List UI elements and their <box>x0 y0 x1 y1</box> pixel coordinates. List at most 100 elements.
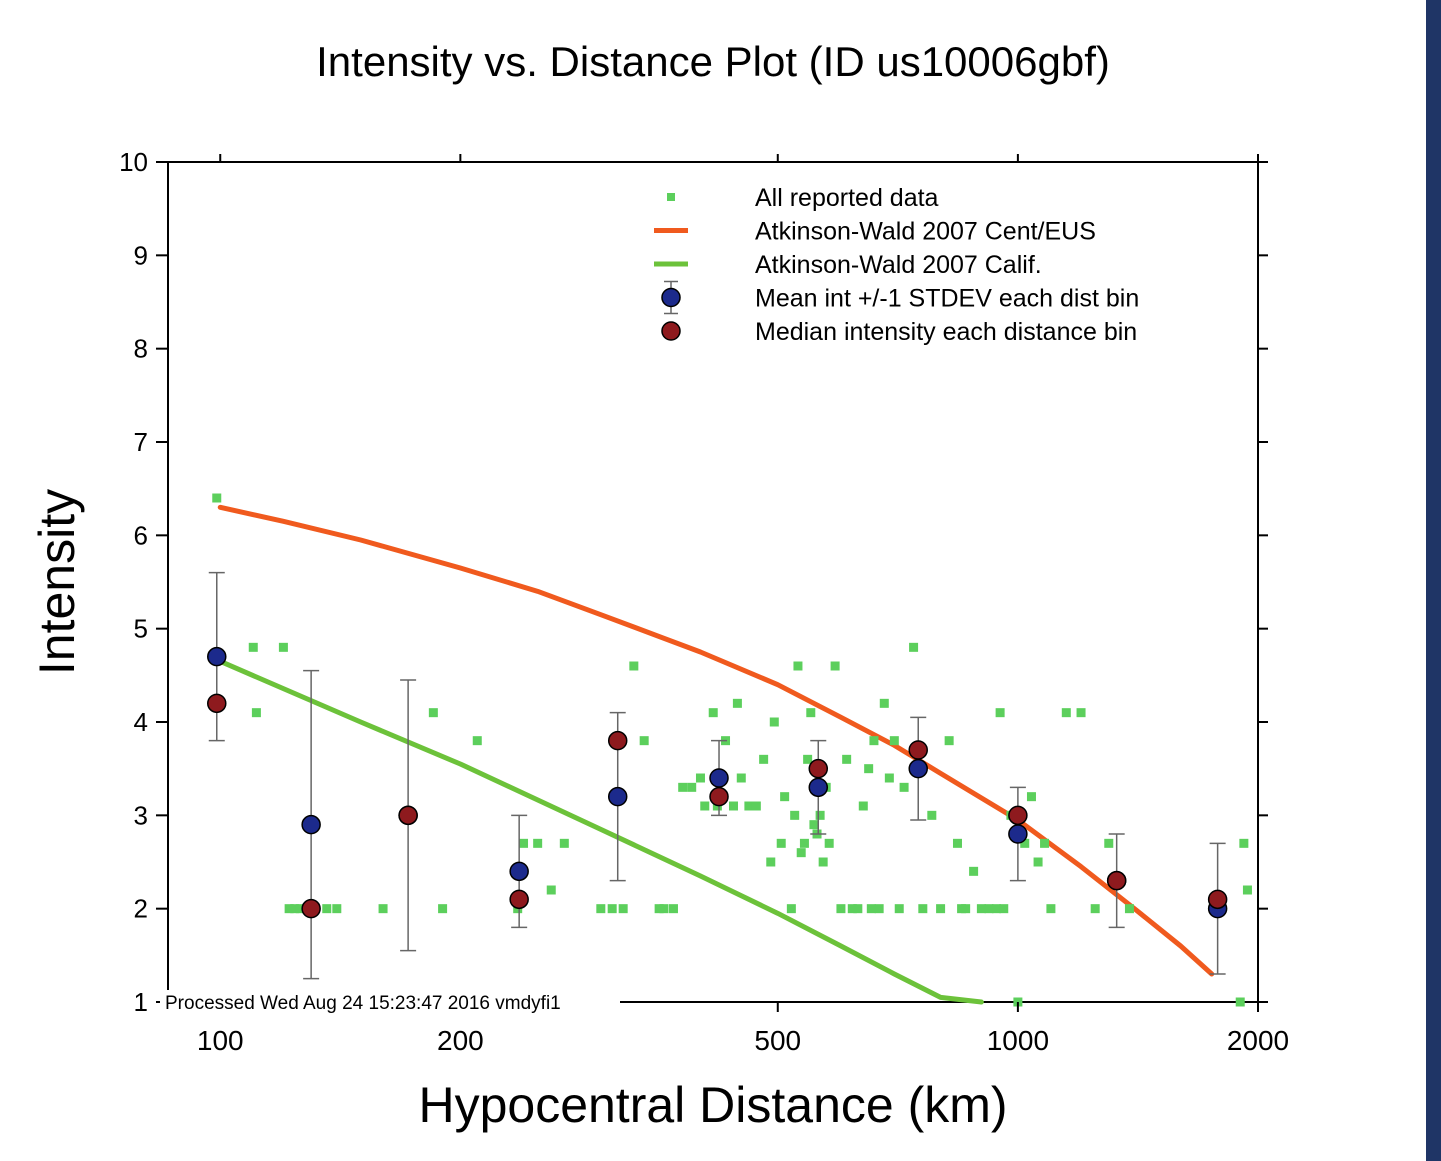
y-tick-label: 1 <box>134 987 148 1017</box>
reported-point <box>295 904 305 914</box>
reported-point <box>799 838 809 848</box>
reported-point <box>1061 708 1071 718</box>
reported-point <box>378 904 388 914</box>
reported-point <box>251 708 261 718</box>
y-tick-label: 5 <box>134 614 148 644</box>
reported-point <box>708 708 718 718</box>
reported-point <box>1239 838 1249 848</box>
reported-point <box>874 904 884 914</box>
reported-point <box>607 904 617 914</box>
reported-point <box>803 754 813 764</box>
reported-point <box>212 493 222 503</box>
x-tick-label: 100 <box>197 1025 244 1056</box>
reported-point <box>1235 997 1245 1007</box>
y-tick-label: 7 <box>134 427 148 457</box>
reported-point <box>744 801 754 811</box>
reported-point <box>546 885 556 895</box>
side-panel-strip <box>1426 0 1441 1161</box>
reported-point <box>864 764 874 774</box>
reported-point <box>952 838 962 848</box>
y-axis-title: Intensity <box>29 489 85 675</box>
mean-point <box>1008 824 1028 844</box>
mean-point <box>509 861 529 882</box>
x-tick-label: 500 <box>754 1025 801 1056</box>
reported-point <box>790 810 800 820</box>
plot-border <box>167 161 1259 1003</box>
reported-point <box>776 838 786 848</box>
reported-point <box>796 848 806 858</box>
reported-point <box>1020 838 1030 848</box>
reported-data-layer <box>212 493 1252 1007</box>
median-point <box>808 758 829 779</box>
reported-point <box>654 904 664 914</box>
median-point <box>398 805 418 826</box>
reported-point <box>596 904 606 914</box>
reported-point <box>836 904 846 914</box>
mean-point <box>709 768 729 788</box>
reported-point <box>815 810 825 820</box>
reported-point <box>759 754 769 764</box>
legend-label: Mean int +/-1 STDEV each dist bin <box>755 285 1139 313</box>
x-tick-label: 1000 <box>987 1025 1049 1056</box>
median-point <box>1106 870 1127 891</box>
reported-point <box>976 904 986 914</box>
x-tick-label: 200 <box>437 1025 484 1056</box>
reported-point <box>629 661 639 671</box>
reported-point <box>1242 885 1252 895</box>
median-point <box>709 786 729 807</box>
reported-point <box>806 708 816 718</box>
reported-point <box>278 642 288 652</box>
cent-eus-curve-layer <box>217 504 1215 977</box>
reported-point <box>889 736 899 746</box>
axis-tick-layer: 1 2 3 4 5 6 7 8 9 10 100 200 500 1000 2000 <box>119 147 1289 1056</box>
legend-symbol-mean <box>661 287 681 308</box>
y-tick-label: 10 <box>119 147 148 177</box>
reported-point <box>1046 904 1056 914</box>
reported-point <box>678 782 688 792</box>
reported-point <box>668 904 678 914</box>
median-point-layer <box>207 693 1228 919</box>
reported-point <box>936 904 946 914</box>
y-tick-label: 8 <box>134 334 148 364</box>
mean-point <box>207 646 227 667</box>
reported-point <box>786 904 796 914</box>
median-point <box>207 693 227 714</box>
legend-label: Atkinson-Wald 2007 Calif. <box>755 251 1042 279</box>
reported-point <box>869 736 879 746</box>
reported-point <box>687 782 697 792</box>
y-tick-label: 6 <box>134 520 148 550</box>
reported-point <box>248 642 258 652</box>
reported-point <box>736 773 746 783</box>
reported-point <box>1076 708 1086 718</box>
footer-background <box>160 990 620 1014</box>
reported-point <box>793 661 803 671</box>
plot-frame <box>167 161 1259 1003</box>
reported-point <box>472 736 482 746</box>
reported-point <box>847 904 857 914</box>
reported-point <box>991 904 1001 914</box>
reported-point <box>751 801 761 811</box>
reported-point <box>899 782 909 792</box>
reported-point <box>766 857 776 867</box>
reported-point <box>780 792 790 802</box>
x-tick-label: 2000 <box>1227 1025 1289 1056</box>
reported-point <box>858 801 868 811</box>
reported-point <box>1026 792 1036 802</box>
x-axis-title: Hypocentral Distance (km) <box>418 1077 1007 1133</box>
reported-point <box>894 904 904 914</box>
reported-point <box>824 838 834 848</box>
processed-footer: Processed Wed Aug 24 15:23:47 2016 vmdyf… <box>165 993 561 1014</box>
reported-point <box>700 801 710 811</box>
legend: All reported data Atkinson-Wald 2007 Cent… <box>654 184 1139 346</box>
mean-point <box>808 777 829 798</box>
median-point <box>1207 889 1228 910</box>
reported-point <box>879 698 889 708</box>
mean-point <box>908 758 928 779</box>
reported-point <box>853 904 863 914</box>
median-point <box>509 889 529 910</box>
calif-curve <box>217 658 984 1005</box>
median-point <box>1008 805 1028 826</box>
reported-point <box>830 661 840 671</box>
reported-point <box>769 717 779 727</box>
reported-point <box>918 904 928 914</box>
